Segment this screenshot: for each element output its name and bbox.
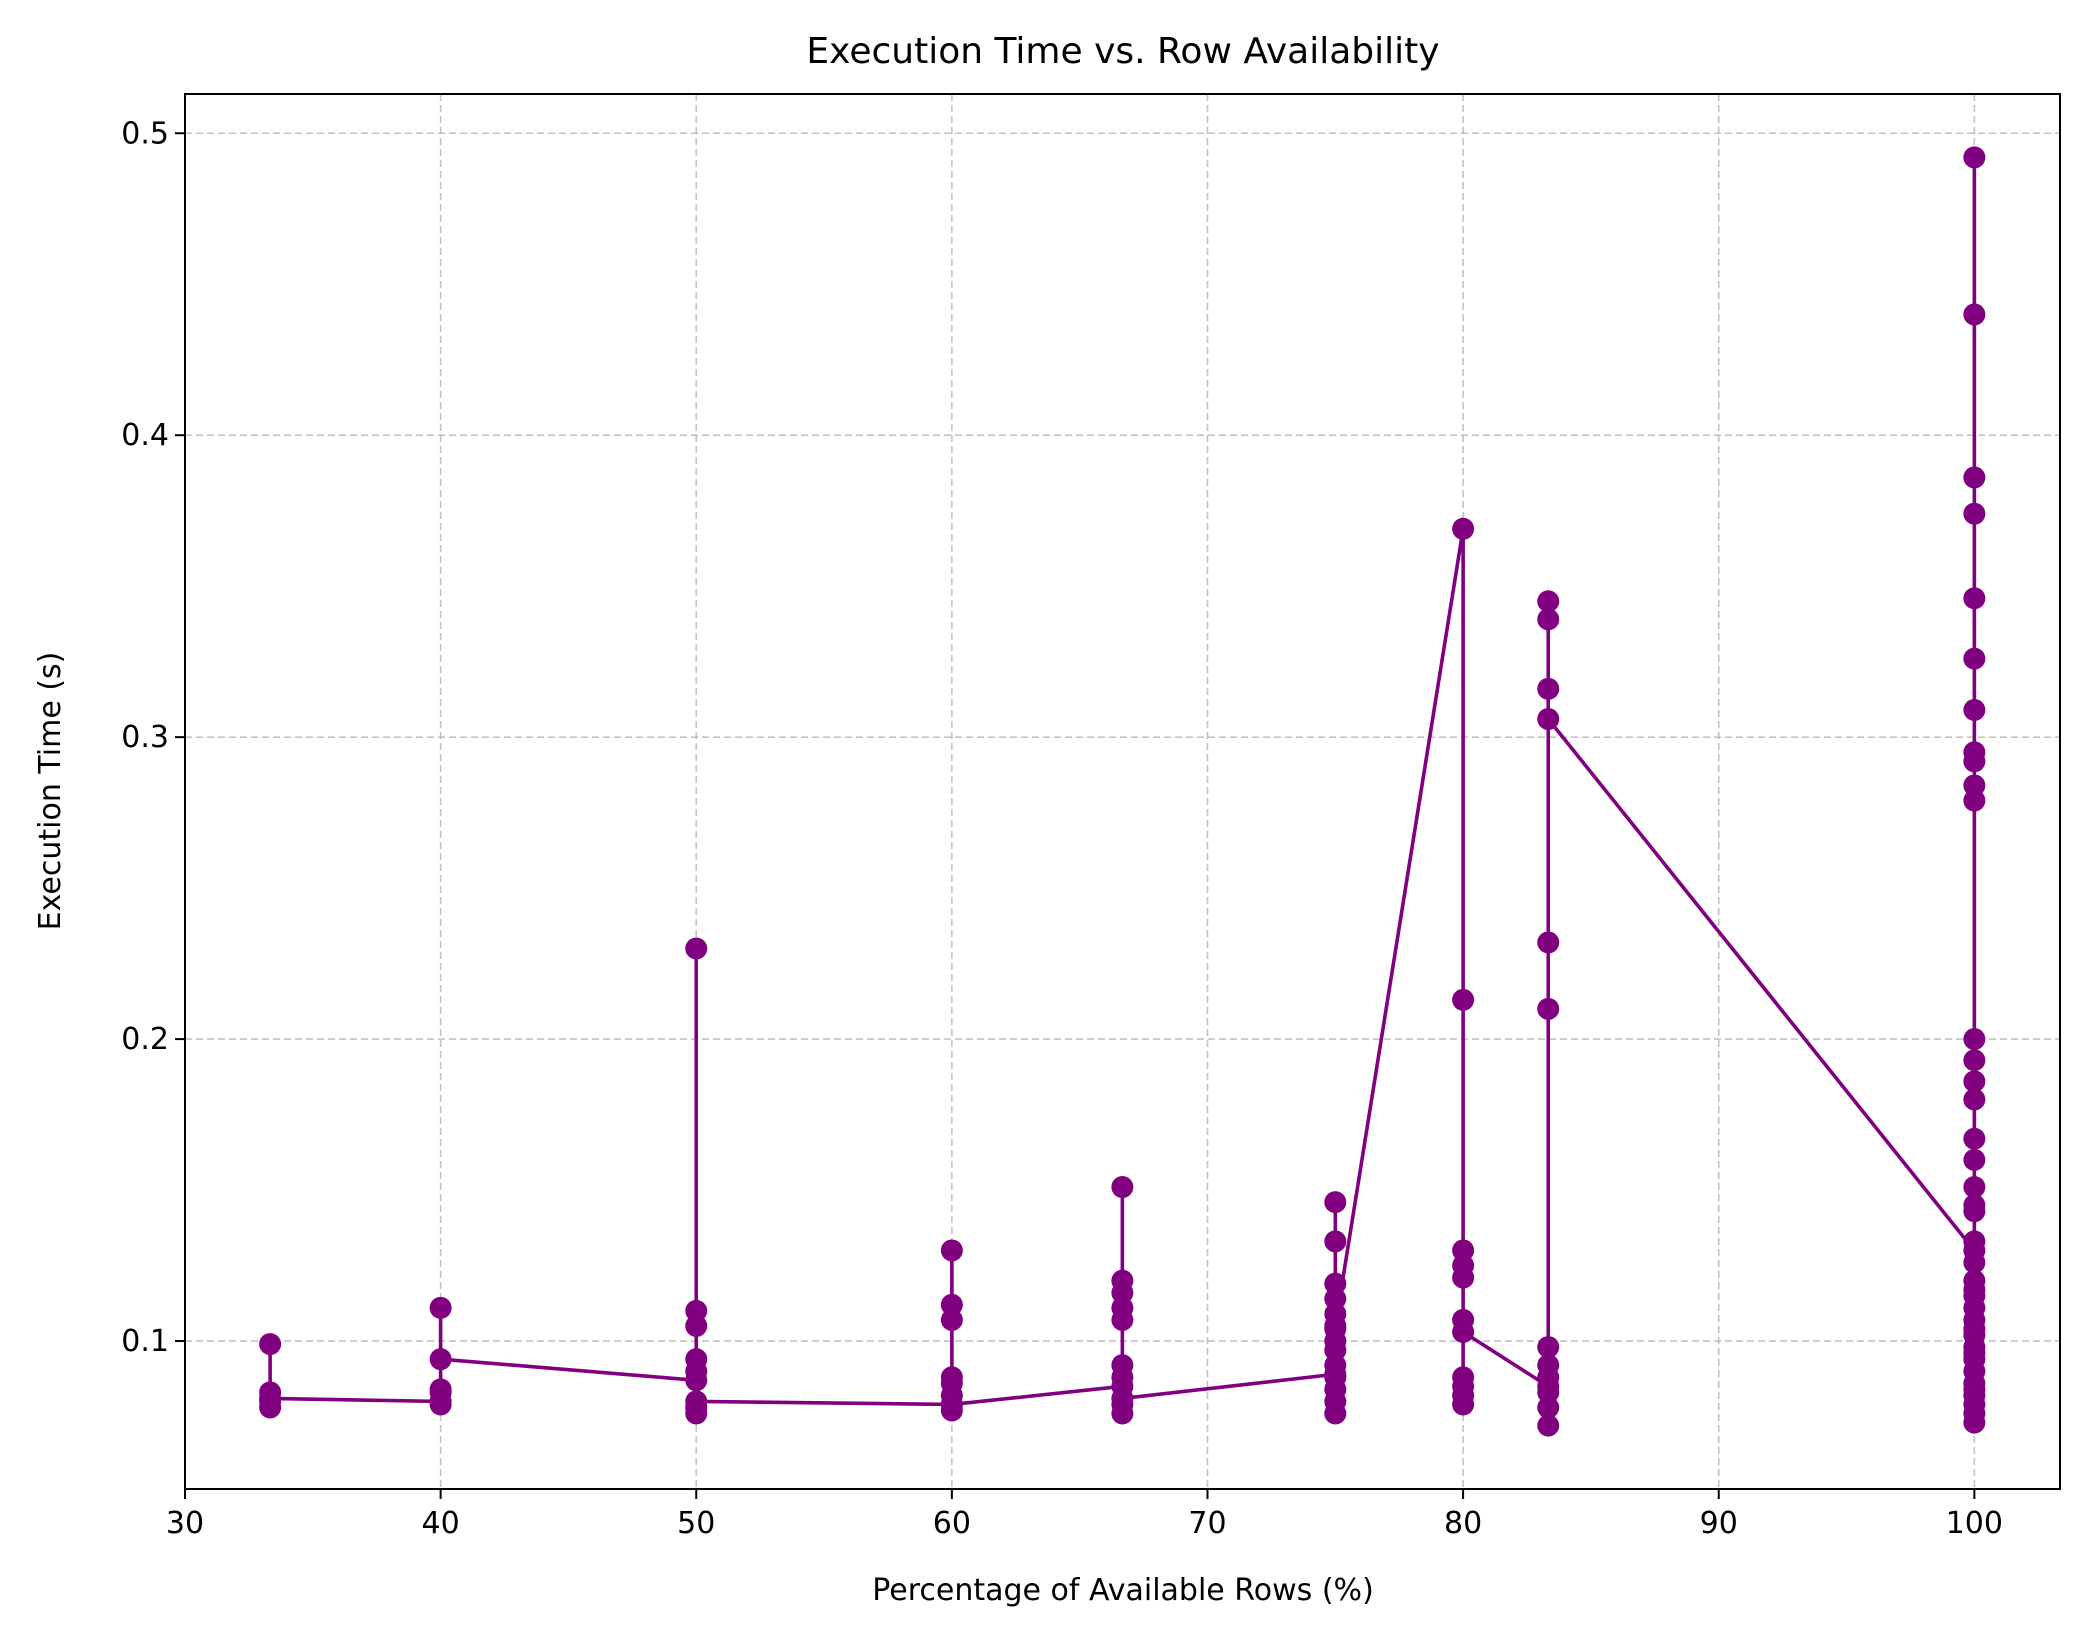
data-point: [1111, 1176, 1134, 1199]
y-tick-label: 0.5: [121, 116, 169, 151]
data-point: [1963, 789, 1986, 812]
x-tick-label: 50: [677, 1506, 715, 1541]
data-point: [1537, 1381, 1560, 1404]
data-point: [1963, 1378, 1986, 1401]
data-point: [259, 1333, 282, 1356]
data-point: [1963, 466, 1986, 489]
data-point: [685, 1299, 708, 1322]
data-point: [1111, 1354, 1134, 1377]
data-point: [1324, 1272, 1347, 1295]
data-point: [1537, 1336, 1560, 1359]
data-point: [1963, 1251, 1986, 1274]
data-point: [1963, 587, 1986, 610]
data-point: [1963, 1088, 1986, 1111]
data-point: [1452, 988, 1475, 1011]
data-point: [1963, 1070, 1986, 1093]
data-point: [1324, 1314, 1347, 1337]
data-point: [1537, 1414, 1560, 1437]
data-point: [685, 1390, 708, 1413]
data-point: [1963, 1028, 1986, 1051]
chart-title: Execution Time vs. Row Availability: [806, 31, 1439, 72]
data-point: [1537, 677, 1560, 700]
data-point: [429, 1296, 452, 1319]
y-tick-label: 0.2: [121, 1022, 169, 1057]
data-point: [1324, 1191, 1347, 1214]
data-point: [429, 1348, 452, 1371]
x-tick-label: 30: [166, 1506, 204, 1541]
data-point: [1537, 931, 1560, 954]
data-point: [940, 1308, 963, 1331]
data-point: [1963, 1176, 1986, 1199]
data-point: [1324, 1287, 1347, 1310]
data-point: [1963, 1148, 1986, 1171]
data-point: [1111, 1308, 1134, 1331]
data-point: [1963, 1049, 1986, 1072]
data-point: [1452, 1266, 1475, 1289]
y-axis: 0.1 0.2 0.3 0.4 0.5: [121, 116, 185, 1359]
x-axis: 30 40 50 60 70 80 90 100: [166, 1489, 2003, 1541]
data-point: [1963, 1342, 1986, 1365]
x-tick-label: 80: [1444, 1506, 1482, 1541]
data-point: [940, 1366, 963, 1389]
data-point: [1537, 1354, 1560, 1377]
data-point: [1963, 1200, 1986, 1223]
y-tick-label: 0.4: [121, 418, 169, 453]
data-point: [1452, 517, 1475, 540]
data-point: [1324, 1402, 1347, 1425]
data-point: [1963, 774, 1986, 797]
data-point: [1537, 708, 1560, 731]
data-point: [1111, 1281, 1134, 1304]
plot-area-frame: [184, 93, 2061, 1490]
x-axis-title: Percentage of Available Rows (%): [872, 1573, 1374, 1608]
data-point: [1324, 1230, 1347, 1253]
data-point: [1963, 1127, 1986, 1150]
data-point: [1324, 1339, 1347, 1362]
data-point: [1963, 1230, 1986, 1253]
data-point: [1963, 1278, 1986, 1301]
data-point: [940, 1293, 963, 1316]
data-point: [940, 1239, 963, 1262]
data-point: [1324, 1366, 1347, 1389]
y-tick-label: 0.3: [121, 720, 169, 755]
data-point: [940, 1393, 963, 1416]
data-point: [1963, 146, 1986, 169]
data-point: [1537, 608, 1560, 631]
series-layer: [259, 146, 1986, 1437]
data-point: [1963, 698, 1986, 721]
y-axis-title: Execution Time (s): [33, 652, 68, 931]
x-tick-label: 70: [1188, 1506, 1226, 1541]
data-point: [685, 937, 708, 960]
data-point: [1537, 1396, 1560, 1419]
x-tick-label: 60: [933, 1506, 971, 1541]
data-point: [1963, 1317, 1986, 1340]
data-point: [685, 1314, 708, 1337]
x-tick-label: 40: [422, 1506, 460, 1541]
data-point: [259, 1387, 282, 1410]
data-point: [1963, 502, 1986, 525]
data-point: [429, 1378, 452, 1401]
data-point: [1452, 1320, 1475, 1343]
data-point: [1963, 1411, 1986, 1434]
y-tick-label: 0.1: [121, 1324, 169, 1359]
data-point: [685, 1360, 708, 1383]
data-point: [1963, 741, 1986, 764]
data-point: [1452, 1239, 1475, 1262]
data-point: [1111, 1387, 1134, 1410]
data-point: [1963, 303, 1986, 326]
data-point: [1537, 997, 1560, 1020]
x-tick-label: 100: [1946, 1506, 2003, 1541]
x-tick-label: 90: [1700, 1506, 1738, 1541]
data-point: [1963, 647, 1986, 670]
data-point: [1537, 590, 1560, 613]
data-point: [1452, 1393, 1475, 1416]
